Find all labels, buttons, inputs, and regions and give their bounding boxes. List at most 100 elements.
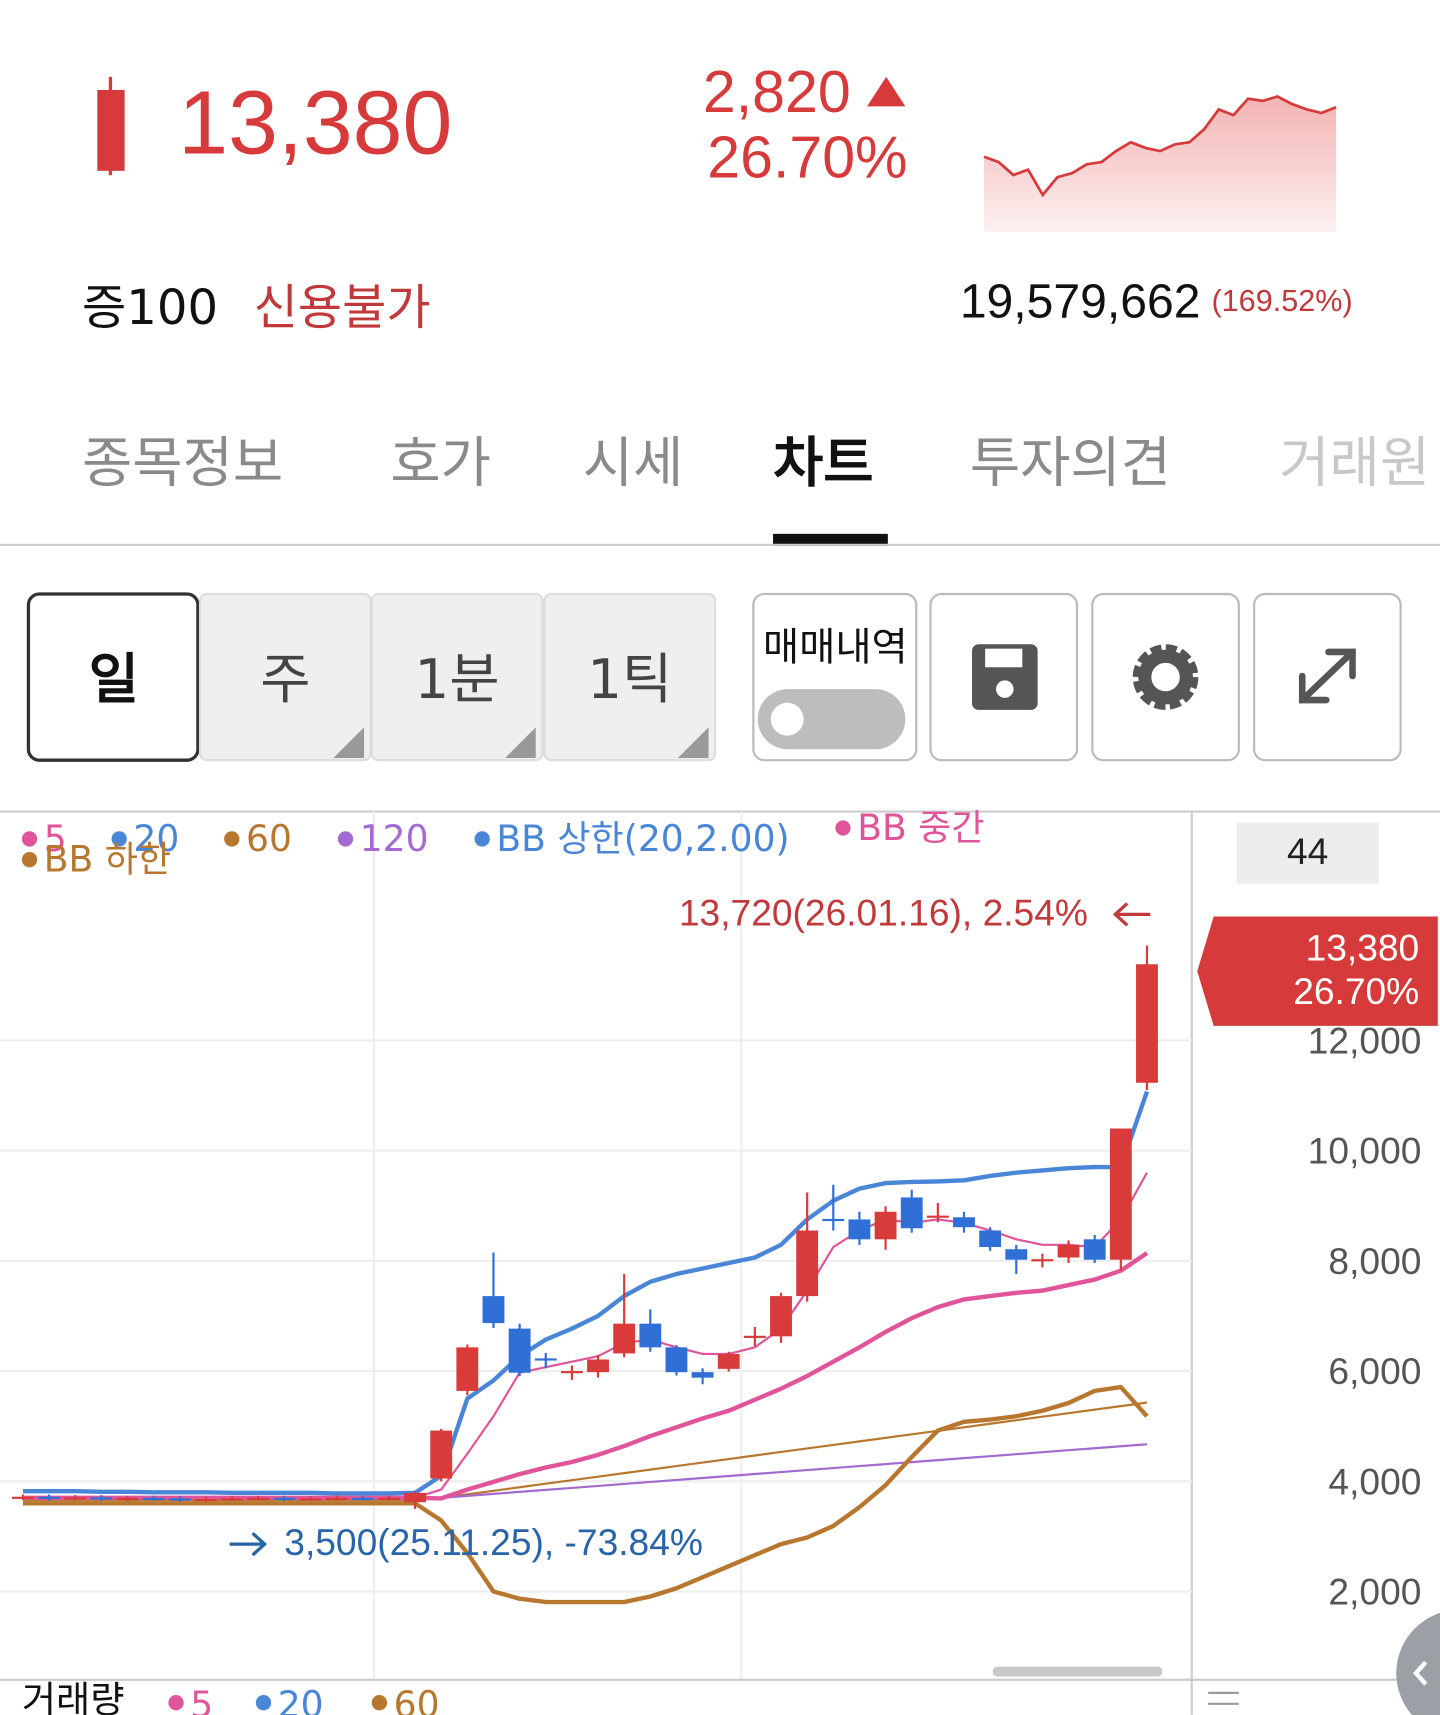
save-icon-label [985, 648, 1023, 668]
sparkline-area [984, 96, 1337, 233]
period-corner [505, 727, 536, 759]
candle-body [874, 1211, 897, 1240]
candle-body [38, 1496, 61, 1499]
candles [12, 945, 1158, 1509]
candle-body [508, 1328, 531, 1373]
tab[interactable]: 호가 [390, 430, 491, 494]
period-label: 주 [260, 647, 310, 711]
legend-label: 5 [190, 1684, 213, 1715]
candle-body [953, 1217, 975, 1228]
candle-body [979, 1230, 1002, 1248]
candle-body [325, 1497, 348, 1501]
candle-body [351, 1497, 374, 1501]
legend-dot [168, 1695, 184, 1711]
candle-body [247, 1497, 270, 1501]
indicator-line [22, 1252, 1148, 1500]
credit-status: 신용불가 [254, 280, 431, 336]
save-icon-dot [996, 680, 1014, 698]
legend-label: 20 [278, 1684, 324, 1715]
toggle[interactable] [757, 689, 906, 750]
tab[interactable]: 종목정보 [82, 430, 283, 494]
change: 2,820 [703, 59, 851, 125]
toggle-knob [770, 702, 804, 736]
candle-body [273, 1497, 296, 1501]
low-arrow [229, 1532, 268, 1557]
candle-body [691, 1372, 714, 1378]
legend-label: 5 [44, 818, 67, 860]
legend-label: BB 상한(20,2.00) [496, 818, 789, 860]
candle-body [848, 1219, 871, 1240]
candle-body [796, 1230, 819, 1297]
candle-body [743, 1335, 766, 1338]
scrollbar[interactable] [992, 1666, 1163, 1677]
candle-body [1005, 1249, 1028, 1260]
legend: 5 20 60 120 BB 상한(20,2.00) BB 중간 BB 하한 [21, 807, 985, 881]
candle-body [665, 1347, 688, 1373]
indicator-line [22, 1384, 1149, 1605]
y-tick-label: 4,000 [1328, 1460, 1421, 1502]
candle-body [456, 1347, 479, 1391]
legend-dot [337, 831, 354, 847]
candle-body [12, 1496, 34, 1499]
legend-label: 20 [133, 818, 179, 860]
tab[interactable]: 거래원 [1279, 430, 1430, 494]
legend-dot [474, 831, 490, 847]
legend-dot [255, 1695, 272, 1711]
legend-dot [224, 831, 240, 847]
legend-label: 60 [246, 818, 292, 860]
legend-dot [21, 831, 38, 847]
candle-body [560, 1371, 583, 1374]
period-label: 1틱 [587, 647, 672, 711]
tab[interactable]: 시세 [583, 430, 684, 494]
candle-body [64, 1497, 87, 1500]
high-arrow [1112, 902, 1151, 927]
period-button[interactable] [26, 592, 200, 762]
tab[interactable]: 차트 [773, 430, 874, 494]
candle-body [822, 1218, 845, 1222]
indicator-lines [22, 1090, 1150, 1605]
candle-body [717, 1353, 740, 1369]
candle-body [926, 1215, 949, 1218]
candle-body [639, 1323, 662, 1348]
candle-body [900, 1197, 923, 1229]
y-tick-label: 10,000 [1308, 1130, 1422, 1172]
volume: 19,579,662 [960, 274, 1201, 328]
candle-body [299, 1498, 322, 1501]
bar-count-box[interactable] [1236, 822, 1379, 884]
period-button[interactable] [370, 592, 544, 762]
price-tag-rate: 26.70% [1293, 970, 1419, 1012]
period-button[interactable] [543, 592, 717, 762]
tab[interactable]: 투자의견 [970, 430, 1171, 494]
legend-dot [111, 831, 127, 847]
y-tick-label: 8,000 [1328, 1240, 1421, 1282]
candle-body [168, 1498, 191, 1501]
candle-body [534, 1358, 557, 1361]
volume-legend: 5 20 60 [168, 1684, 440, 1715]
volume-title: 거래량 [22, 1678, 125, 1715]
sparkline [983, 95, 1337, 233]
settings-button[interactable] [1091, 592, 1240, 762]
candle-body [142, 1497, 165, 1501]
candle-body [587, 1359, 609, 1373]
period-label: 1분 [415, 647, 500, 711]
candle-body [377, 1497, 400, 1501]
menu-icon[interactable] [1208, 1691, 1239, 1705]
bar-count: 44 [1287, 830, 1328, 872]
legend-label: 60 [394, 1684, 440, 1715]
legend-dot [835, 820, 851, 836]
legend-label: BB 중간 [857, 807, 984, 849]
candle-body [1109, 1128, 1132, 1260]
period-corner [677, 727, 709, 759]
side-handle[interactable] [1396, 1610, 1440, 1715]
price-tag-price: 13,380 [1306, 926, 1420, 968]
period-label: 일 [89, 647, 139, 711]
candle-body [1083, 1239, 1106, 1260]
side-handle-arrow [1413, 1660, 1428, 1686]
period-corner [333, 727, 365, 759]
expand-icon [1298, 648, 1356, 704]
candle-body [195, 1498, 217, 1502]
candle-body [116, 1497, 139, 1501]
grid: 2,000 4,000 6,000 8,000 10,000 12,000 [0, 1019, 1422, 1613]
low-annotation: 3,500(25.11.25), -73.84% [284, 1521, 703, 1563]
candle-body [1057, 1244, 1080, 1258]
